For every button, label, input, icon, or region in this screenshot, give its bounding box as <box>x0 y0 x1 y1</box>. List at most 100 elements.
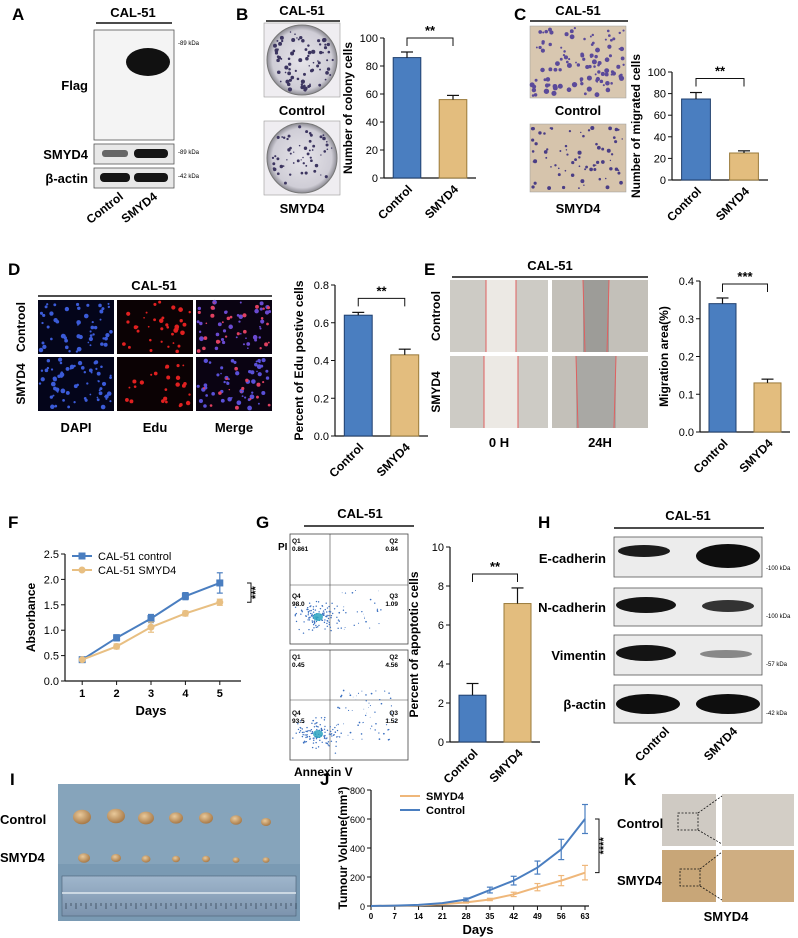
cell <box>617 169 620 172</box>
data-point <box>113 642 121 650</box>
nucleus <box>256 382 261 387</box>
event <box>340 694 343 697</box>
event <box>374 729 376 731</box>
y-tick-label: 60 <box>366 89 378 101</box>
nucleus <box>261 391 266 396</box>
flow-ylabel: PI <box>278 542 288 553</box>
cell <box>605 185 610 190</box>
colony <box>308 149 311 152</box>
y-tick-label: 10 <box>432 542 444 554</box>
cell <box>622 29 625 32</box>
nucleus <box>46 325 50 329</box>
event <box>387 738 390 741</box>
colony <box>322 136 326 141</box>
significance-bracket <box>722 283 768 292</box>
event <box>298 731 301 734</box>
y-tick-label: 100 <box>648 67 666 79</box>
nucleus <box>95 367 98 370</box>
cell <box>538 131 541 134</box>
colony <box>317 61 321 65</box>
event <box>330 617 332 619</box>
event <box>305 736 307 739</box>
cell <box>601 147 605 151</box>
nucleus <box>153 371 158 376</box>
colony <box>291 37 296 42</box>
event <box>302 632 305 634</box>
nucleus <box>204 386 208 390</box>
cell <box>612 37 616 41</box>
quad-label: Q3 <box>389 593 398 600</box>
significance-label: **** <box>598 837 610 855</box>
nucleus <box>99 387 103 391</box>
cell <box>594 164 597 166</box>
nucleus <box>76 320 81 325</box>
nucleus <box>267 341 270 344</box>
event <box>315 722 317 724</box>
y-axis-label: Migration area(%) <box>657 306 671 407</box>
nucleus <box>92 333 95 336</box>
panel-title: CAL-51 <box>131 278 177 293</box>
cell <box>604 68 610 74</box>
event <box>310 614 313 617</box>
event <box>335 741 337 743</box>
event <box>361 610 363 613</box>
nucleus <box>41 321 44 325</box>
cell <box>532 161 535 163</box>
colony <box>325 143 329 147</box>
colony <box>314 163 319 168</box>
nucleus <box>46 359 51 363</box>
nucleus <box>96 398 100 402</box>
nucleus <box>104 395 107 398</box>
event <box>315 747 317 749</box>
nucleus <box>235 371 240 376</box>
x-tick-label: 49 <box>533 912 542 921</box>
colony <box>305 130 309 134</box>
cell <box>566 87 572 93</box>
ihc-smyd4-overview <box>662 850 716 902</box>
cell <box>580 53 585 58</box>
event <box>328 610 330 613</box>
nucleus <box>78 334 83 340</box>
nucleus <box>136 329 140 333</box>
significance-label: ** <box>425 23 436 38</box>
nucleus <box>215 339 220 344</box>
colony <box>296 37 298 39</box>
colony <box>326 42 330 47</box>
colony <box>281 136 284 138</box>
colony <box>278 41 283 46</box>
cell <box>550 127 554 130</box>
cell <box>560 46 563 49</box>
event <box>336 622 338 624</box>
cell <box>547 186 552 190</box>
cell <box>571 161 575 165</box>
cell <box>591 33 595 37</box>
event <box>338 611 341 614</box>
event <box>297 723 299 725</box>
colony <box>276 70 281 75</box>
nucleus <box>68 350 71 353</box>
nucleus <box>44 305 48 309</box>
colony <box>321 51 324 54</box>
colony <box>301 39 305 43</box>
event <box>306 726 308 729</box>
y-tick-label: 40 <box>366 117 378 129</box>
x-tick-label: SMYD4 <box>486 746 525 785</box>
significance-label: ** <box>376 283 387 298</box>
y-tick-label: 20 <box>654 153 666 165</box>
colony <box>288 78 292 82</box>
nucleus <box>93 325 98 330</box>
panel-i: I Control SMYD4 <box>0 770 300 921</box>
nucleus <box>197 306 202 311</box>
y-tick-label: 6 <box>438 620 444 632</box>
cell <box>551 90 557 96</box>
cell <box>531 94 535 97</box>
event <box>308 617 310 619</box>
cell <box>531 87 537 93</box>
event <box>338 736 341 738</box>
event <box>315 741 317 744</box>
event <box>314 609 317 611</box>
event <box>309 605 311 608</box>
cell <box>619 73 623 77</box>
chart-edu: 0.0 0.2 0.4 0.6 0.8 Percent of Edu postive ce… <box>292 280 428 480</box>
x-tick-label: Control <box>441 746 481 786</box>
